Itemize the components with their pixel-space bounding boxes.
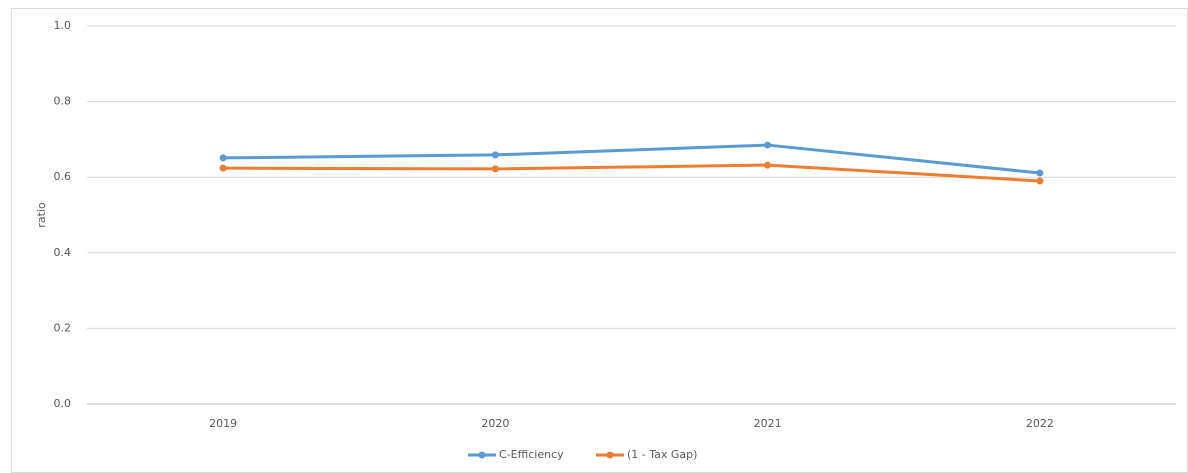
data-point	[764, 161, 772, 169]
chart-border	[11, 8, 1188, 473]
y-tick-label: 0.6	[54, 170, 72, 183]
data-point	[219, 154, 227, 162]
data-point	[219, 164, 227, 172]
y-tick-label: 0.2	[54, 321, 72, 334]
data-point	[1036, 169, 1044, 177]
x-tick-label: 2019	[209, 417, 237, 430]
data-point	[491, 151, 499, 159]
y-tick-label: 0.8	[54, 95, 72, 108]
series-line	[223, 163, 1040, 183]
y-tick-label: 1.0	[54, 19, 72, 32]
x-tick-label: 2020	[481, 417, 509, 430]
y-tick-label: 0.0	[54, 397, 72, 410]
series-line	[223, 143, 1041, 175]
legend-marker	[606, 451, 614, 459]
x-tick-label: 2022	[1026, 417, 1054, 430]
data-point	[491, 165, 499, 173]
y-tick-label: 0.4	[54, 246, 72, 259]
data-point	[764, 141, 772, 149]
legend-label: C-Efficiency	[499, 448, 564, 461]
x-tick-label: 2021	[754, 417, 782, 430]
legend-marker	[478, 451, 486, 459]
y-axis-label: ratio	[35, 202, 48, 228]
data-point	[1036, 177, 1044, 185]
legend-label: (1 - Tax Gap)	[627, 448, 697, 461]
